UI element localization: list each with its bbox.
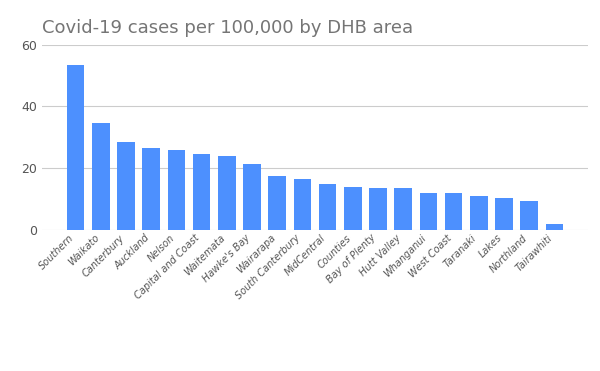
Bar: [193, 154, 211, 230]
Bar: [445, 193, 463, 230]
Bar: [243, 164, 261, 230]
Bar: [67, 65, 85, 230]
Bar: [394, 188, 412, 230]
Bar: [268, 176, 286, 230]
Bar: [319, 184, 337, 230]
Bar: [344, 187, 362, 230]
Bar: [293, 179, 311, 230]
Bar: [470, 196, 488, 230]
Bar: [167, 150, 185, 230]
Bar: [520, 201, 538, 230]
Bar: [142, 148, 160, 230]
Text: Covid-19 cases per 100,000 by DHB area: Covid-19 cases per 100,000 by DHB area: [42, 19, 413, 37]
Bar: [495, 197, 513, 230]
Bar: [545, 224, 563, 230]
Bar: [218, 156, 236, 230]
Bar: [117, 142, 135, 230]
Bar: [419, 193, 437, 230]
Bar: [92, 123, 110, 230]
Bar: [369, 188, 387, 230]
